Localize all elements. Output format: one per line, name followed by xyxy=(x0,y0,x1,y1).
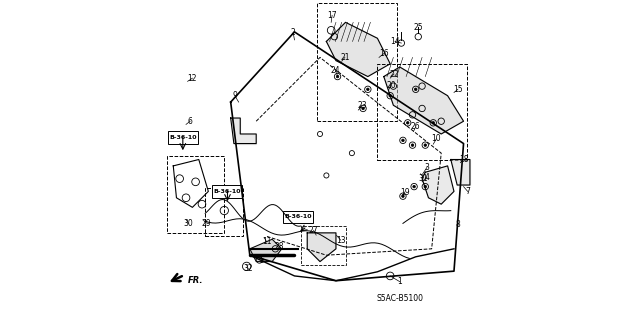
Text: 15: 15 xyxy=(453,85,463,94)
Text: B-36-10: B-36-10 xyxy=(169,135,196,140)
Text: B-36-10: B-36-10 xyxy=(214,189,241,194)
Text: 23: 23 xyxy=(357,101,367,110)
Text: 8: 8 xyxy=(456,220,461,229)
Text: 4: 4 xyxy=(424,173,429,182)
Text: 32: 32 xyxy=(243,264,253,273)
Circle shape xyxy=(362,107,364,110)
Text: 20: 20 xyxy=(386,81,396,90)
Text: 3: 3 xyxy=(424,163,429,172)
Text: 14: 14 xyxy=(390,37,400,46)
Circle shape xyxy=(424,144,426,146)
FancyBboxPatch shape xyxy=(283,211,313,223)
Text: 25: 25 xyxy=(413,23,423,32)
Bar xyxy=(167,156,224,233)
Bar xyxy=(205,188,243,236)
Polygon shape xyxy=(250,239,282,262)
Text: 9: 9 xyxy=(232,91,237,100)
Text: 18: 18 xyxy=(459,155,468,164)
Text: 27: 27 xyxy=(309,226,319,235)
Text: 26: 26 xyxy=(411,122,420,131)
Text: 17: 17 xyxy=(327,11,337,20)
Polygon shape xyxy=(384,67,463,134)
Text: B-36-10: B-36-10 xyxy=(284,214,312,219)
Text: 24: 24 xyxy=(330,66,340,75)
Circle shape xyxy=(389,94,392,97)
Bar xyxy=(317,3,397,121)
Text: 2: 2 xyxy=(291,28,296,37)
FancyBboxPatch shape xyxy=(168,131,198,144)
Text: 16: 16 xyxy=(379,49,388,58)
Circle shape xyxy=(336,75,339,78)
Bar xyxy=(301,226,346,265)
Text: 22: 22 xyxy=(389,70,399,78)
Circle shape xyxy=(402,195,404,197)
Bar xyxy=(378,64,467,160)
Text: 29: 29 xyxy=(202,219,211,228)
Text: 19: 19 xyxy=(400,188,410,197)
Text: 11: 11 xyxy=(262,237,271,246)
Text: 30: 30 xyxy=(184,219,193,228)
Text: 6: 6 xyxy=(188,117,193,126)
Text: 21: 21 xyxy=(340,53,349,62)
Text: 12: 12 xyxy=(188,74,197,83)
Circle shape xyxy=(432,122,435,124)
Circle shape xyxy=(412,144,414,146)
Text: 10: 10 xyxy=(431,134,441,143)
Circle shape xyxy=(424,185,426,188)
Circle shape xyxy=(415,88,417,91)
Text: S5AC-B5100: S5AC-B5100 xyxy=(376,294,423,303)
Polygon shape xyxy=(451,160,470,185)
Text: 7: 7 xyxy=(465,187,470,196)
Circle shape xyxy=(413,185,415,188)
Polygon shape xyxy=(326,22,390,77)
Polygon shape xyxy=(422,166,454,204)
Text: 28: 28 xyxy=(275,242,284,251)
Text: 13: 13 xyxy=(336,236,346,245)
Text: 1: 1 xyxy=(397,277,402,286)
FancyBboxPatch shape xyxy=(212,185,243,198)
Text: 31: 31 xyxy=(419,174,429,182)
Polygon shape xyxy=(230,118,256,144)
Circle shape xyxy=(402,139,404,142)
Polygon shape xyxy=(307,233,336,262)
Text: FR.: FR. xyxy=(188,276,203,285)
Circle shape xyxy=(367,88,369,91)
Circle shape xyxy=(406,122,409,124)
Text: 5: 5 xyxy=(259,256,264,265)
